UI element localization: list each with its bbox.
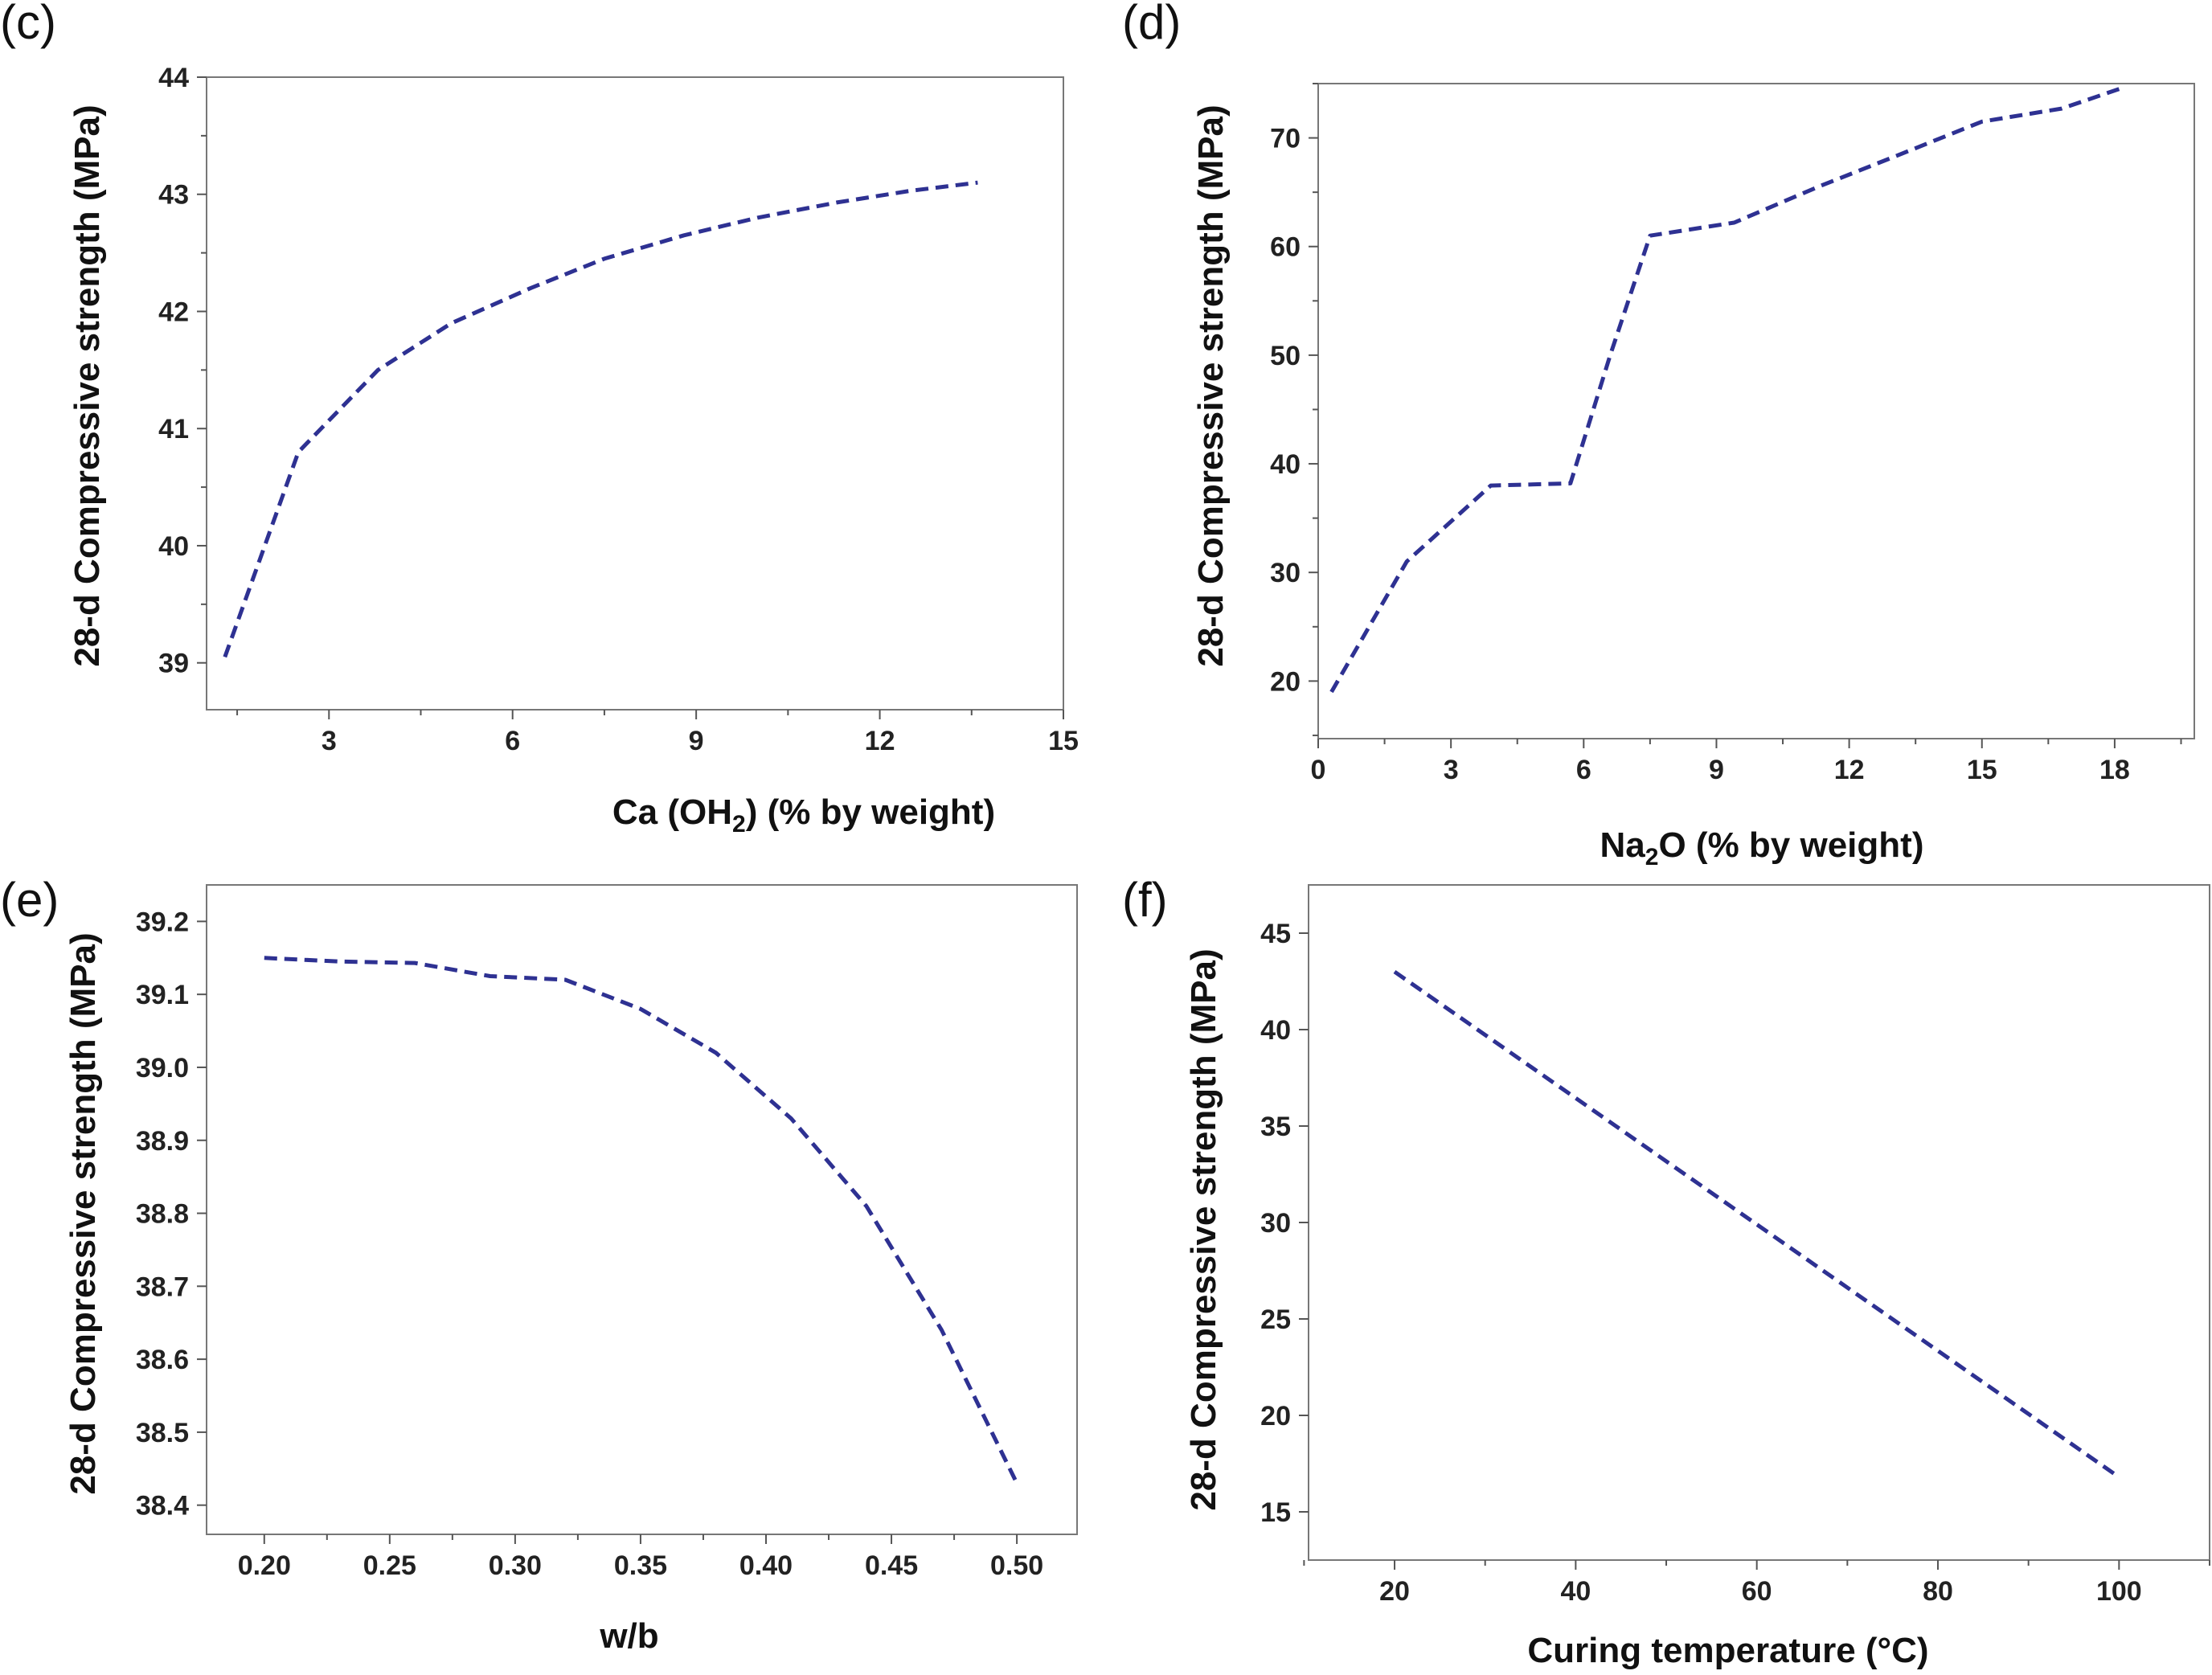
x-tick-label: 9 (689, 726, 704, 756)
x-tick-label: 0.50 (990, 1550, 1043, 1581)
x-tick-label: 12 (1834, 755, 1865, 785)
y-tick-label: 39.0 (136, 1053, 189, 1083)
x-tick-label: 0.20 (238, 1550, 291, 1581)
series-group (1329, 87, 2120, 694)
y-tick-label: 38.5 (136, 1418, 189, 1448)
x-tick-label: 0.25 (363, 1550, 416, 1581)
x-axis-title: Na2O (% by weight) (1600, 825, 1924, 870)
panel-e: (e) 38.4 38.5 38.6 38.7 38.8 38.9 39.0 39.1 39.2… (0, 873, 1078, 1656)
y-tick-label: 30 (1270, 558, 1301, 588)
series-line (1393, 969, 2120, 1479)
x-tick-label: 6 (1576, 755, 1591, 785)
series-group (264, 956, 1019, 1485)
plot-frame (1317, 83, 2195, 739)
x-tick-label: 0.45 (865, 1550, 918, 1581)
y-axis-title: 28-d Compressive strength (MPa) (68, 104, 107, 666)
x-tick-label: 6 (505, 726, 520, 756)
series-group (1393, 969, 2120, 1479)
y-tick-labels: 15 20 25 30 35 40 45 (1260, 919, 1291, 1528)
x-axis-title: Curing temperature (°C) (1527, 1631, 1928, 1670)
x-tick-label: 20 (1379, 1576, 1410, 1607)
panel-label: (e) (0, 873, 59, 927)
y-tick-label: 39.2 (136, 907, 189, 937)
y-tick-label: 42 (158, 297, 189, 327)
plot-frame (206, 76, 1064, 711)
panel-d: (d) 20 30 40 50 60 70 0 3 6 9 12 15 18 Na2O (% by w… (1122, 0, 2195, 870)
y-tick-labels: 38.4 38.5 38.6 38.7 38.8 38.9 39.0 39.1 39.2 (136, 907, 189, 1521)
x-tick-labels: 3 6 9 12 15 (322, 726, 1079, 756)
y-tick-label: 44 (158, 63, 189, 93)
x-tick-label: 0.35 (614, 1550, 667, 1581)
y-tick-label: 40 (158, 531, 189, 562)
y-axis-title: 28-d Compressive strength (MPa) (63, 932, 103, 1494)
y-tick-label: 38.6 (136, 1345, 189, 1375)
y-tick-label: 43 (158, 180, 189, 211)
series-line (1329, 87, 2120, 694)
x-tick-label: 12 (865, 726, 895, 756)
y-tick-label: 30 (1260, 1208, 1291, 1239)
tick-group (1309, 83, 2182, 748)
series-line (223, 180, 978, 658)
x-tick-label: 100 (2096, 1576, 2142, 1607)
y-tick-label: 25 (1260, 1304, 1291, 1335)
tick-group (197, 920, 1018, 1544)
x-tick-labels: 20 40 60 80 100 (1379, 1576, 2142, 1607)
y-tick-label: 60 (1270, 232, 1301, 263)
tick-group (1299, 932, 2210, 1570)
y-tick-label: 50 (1270, 341, 1301, 371)
x-tick-label: 40 (1560, 1576, 1591, 1607)
x-axis-title: w/b (599, 1616, 658, 1656)
y-tick-label: 38.7 (136, 1272, 189, 1302)
x-tick-labels: 0 3 6 9 12 15 18 (1311, 755, 2130, 785)
x-tick-label: 0.30 (489, 1550, 542, 1581)
x-tick-label: 18 (2099, 755, 2130, 785)
series-line (264, 956, 1019, 1485)
y-tick-label: 15 (1260, 1497, 1291, 1528)
y-tick-label: 20 (1270, 666, 1301, 697)
x-tick-label: 60 (1742, 1576, 1772, 1607)
tick-group (197, 76, 1064, 719)
y-tick-label: 38.4 (136, 1491, 189, 1521)
x-tick-label: 80 (1923, 1576, 1953, 1607)
x-axis-title: Ca (OH2) (% by weight) (612, 792, 995, 838)
y-tick-labels: 39 40 41 42 43 44 (158, 63, 189, 679)
y-tick-label: 38.8 (136, 1199, 189, 1230)
x-tick-label: 15 (1048, 726, 1079, 756)
y-tick-label: 39.1 (136, 980, 189, 1010)
plot-frame (1308, 884, 2210, 1561)
x-tick-label: 15 (1967, 755, 1997, 785)
y-axis-title: 28-d Compressive strength (MPa) (1191, 104, 1231, 666)
panel-label: (d) (1122, 0, 1181, 49)
plot-frame (206, 884, 1078, 1535)
y-tick-label: 35 (1260, 1112, 1291, 1142)
y-tick-labels: 20 30 40 50 60 70 (1270, 124, 1301, 698)
panel-c: (c) 39 40 41 42 43 44 3 6 9 12 15 Ca (OH2) (% by … (0, 0, 1079, 838)
y-axis-title: 28-d Compressive strength (MPa) (1184, 948, 1223, 1510)
y-tick-label: 40 (1270, 449, 1301, 480)
panel-label: (c) (0, 0, 56, 49)
panel-f: (f) 15 20 25 30 35 40 45 20 40 60 80 100 Curing te… (1122, 873, 2210, 1670)
panel-label: (f) (1122, 873, 1168, 927)
y-tick-label: 70 (1270, 124, 1301, 154)
y-tick-label: 39 (158, 649, 189, 679)
y-tick-label: 45 (1260, 919, 1291, 949)
y-tick-label: 41 (158, 414, 189, 444)
y-tick-label: 38.9 (136, 1126, 189, 1157)
x-tick-label: 0 (1311, 755, 1326, 785)
x-tick-labels: 0.20 0.25 0.30 0.35 0.40 0.45 0.50 (238, 1550, 1043, 1581)
y-tick-label: 40 (1260, 1015, 1291, 1046)
x-tick-label: 3 (1444, 755, 1459, 785)
series-group (223, 180, 978, 658)
x-tick-label: 9 (1709, 755, 1724, 785)
x-tick-label: 3 (322, 726, 337, 756)
y-tick-label: 20 (1260, 1401, 1291, 1431)
x-tick-label: 0.40 (739, 1550, 793, 1581)
